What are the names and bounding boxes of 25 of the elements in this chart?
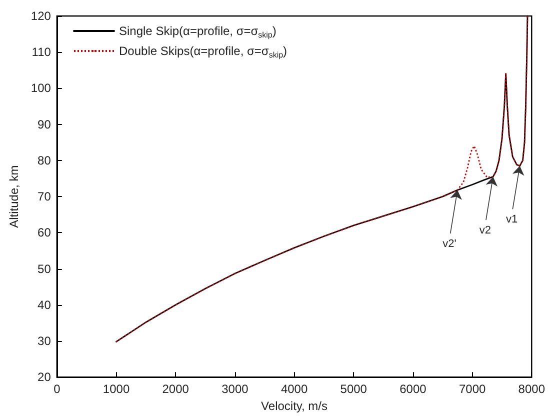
x-tick-label: 7000: [458, 382, 486, 396]
x-tick-label: 0: [54, 382, 61, 396]
y-tick-label: 90: [38, 117, 52, 132]
y-tick-label: 80: [38, 153, 52, 168]
x-tick-label: 5000: [340, 382, 368, 396]
x-tick-label: 3000: [222, 382, 249, 396]
x-tick-label: 4000: [280, 382, 308, 396]
y-tick-label: 40: [38, 298, 52, 312]
x-tick-label: 6000: [400, 382, 427, 396]
y-tick-label: 110: [32, 45, 52, 60]
y-tick-label: 20: [38, 370, 52, 384]
y-tick-label: 120: [30, 9, 52, 23]
y-axis-title: Altitude, km: [7, 165, 21, 228]
y-tick-label: 60: [38, 226, 52, 240]
y-tick-label: 100: [30, 81, 52, 96]
y-tick-label: 30: [38, 334, 52, 348]
y-tick-label: 50: [38, 262, 52, 276]
annotation: v1: [506, 214, 518, 226]
x-tick-label: 2000: [162, 382, 190, 396]
x-tick-label: 8000: [518, 382, 546, 396]
annotation: v2: [479, 224, 491, 236]
y-tick-label: 70: [38, 190, 52, 204]
annotation: v2': [442, 238, 456, 250]
x-tick-label: 1000: [102, 382, 130, 396]
x-axis-title: Velocity, m/s: [261, 399, 328, 413]
